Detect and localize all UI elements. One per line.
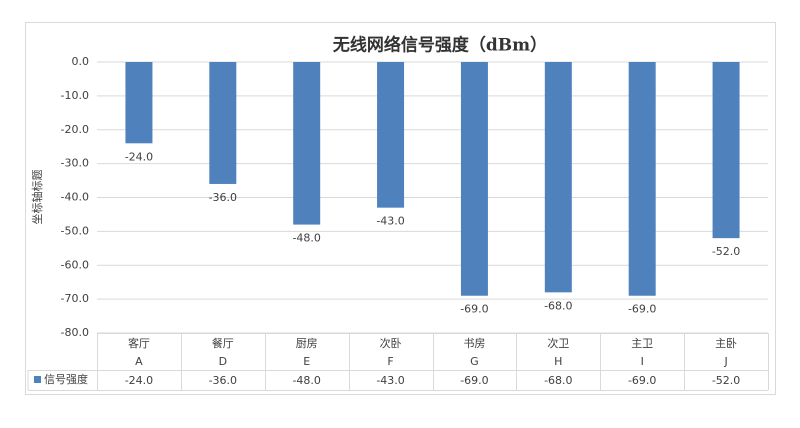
bar (125, 62, 153, 144)
x-subcategory-label: J (723, 355, 727, 368)
table-value: -43.0 (376, 374, 404, 387)
x-tick-label: 客厅 (128, 336, 150, 350)
y-tick-label: -40.0 (61, 191, 89, 204)
y-tick-label: -50.0 (61, 224, 89, 237)
x-tick-label: 次卧 (380, 336, 402, 350)
y-tick-label: -30.0 (61, 157, 89, 170)
bar (628, 62, 656, 296)
data-label: -69.0 (460, 303, 488, 316)
x-subcategory-label: F (387, 355, 393, 368)
data-label: -43.0 (376, 215, 404, 228)
y-tick-label: -20.0 (61, 123, 89, 136)
x-tick-label: 书房 (463, 337, 485, 350)
legend-key (34, 376, 41, 383)
data-label: -36.0 (209, 191, 237, 204)
bar (544, 62, 572, 293)
data-label: -68.0 (544, 299, 572, 312)
x-subcategory-label: A (135, 355, 143, 368)
table-value: -24.0 (125, 374, 153, 387)
x-subcategory-label: D (219, 355, 227, 368)
x-subcategory-label: H (554, 355, 562, 368)
bar (293, 62, 321, 225)
table-value: -48.0 (292, 374, 320, 387)
data-label: -69.0 (628, 303, 656, 316)
x-tick-label: 主卧 (715, 337, 737, 350)
x-tick-label: 主卫 (631, 337, 653, 350)
x-subcategory-label: G (470, 355, 479, 368)
y-tick-label: -60.0 (61, 258, 89, 271)
y-axis-title: 坐标轴标题 (30, 170, 44, 225)
x-subcategory-label: E (303, 355, 310, 368)
y-tick-label: 0.0 (72, 55, 90, 68)
data-label: -24.0 (125, 150, 153, 163)
bar (377, 62, 405, 208)
x-subcategory-label: I (641, 355, 644, 368)
chart-title: 无线网络信号强度（dBm） (332, 35, 547, 56)
data-label: -52.0 (712, 245, 740, 258)
x-tick-label: 次卫 (547, 336, 569, 350)
x-tick-label: 厨房 (296, 337, 318, 350)
y-tick-label: -80.0 (61, 326, 89, 339)
x-tick-label: 餐厅 (212, 336, 234, 350)
bar (209, 62, 237, 184)
data-label: -48.0 (292, 232, 320, 245)
legend-label: 信号强度 (44, 372, 88, 386)
table-value: -68.0 (544, 374, 572, 387)
y-tick-label: -70.0 (61, 292, 89, 305)
y-tick-label: -10.0 (61, 89, 89, 102)
table-value: -69.0 (460, 374, 488, 387)
table-value: -36.0 (209, 374, 237, 387)
bar (712, 62, 740, 239)
table-value: -69.0 (628, 374, 656, 387)
bar (460, 62, 488, 296)
table-value: -52.0 (712, 374, 740, 387)
